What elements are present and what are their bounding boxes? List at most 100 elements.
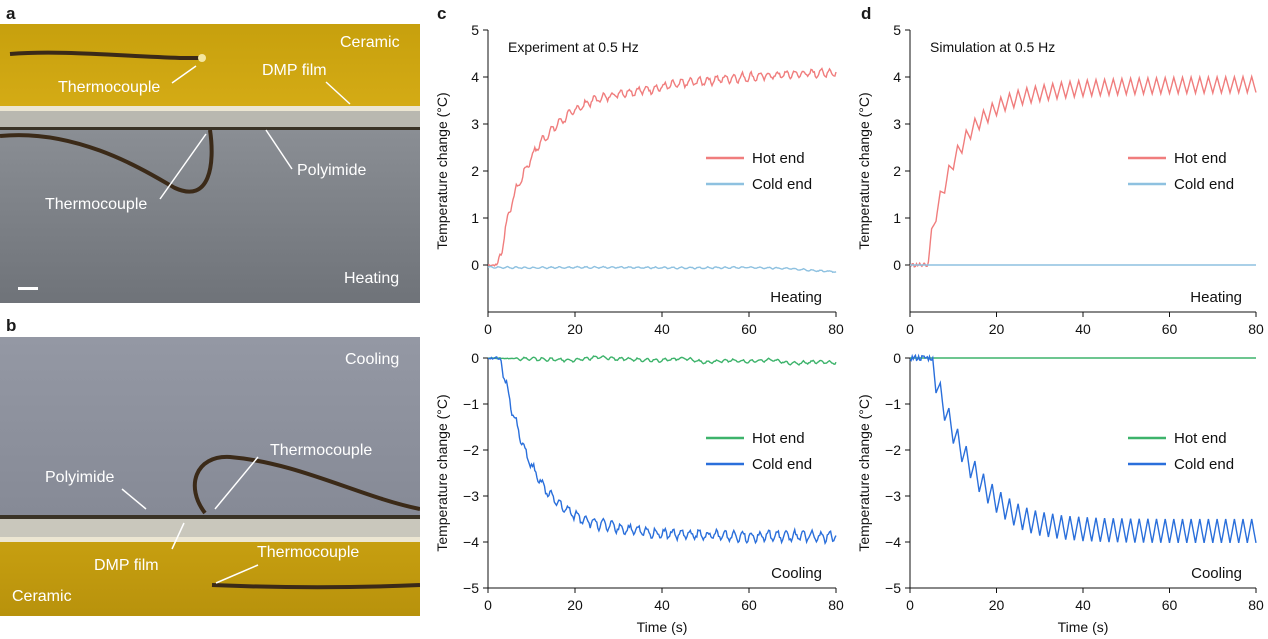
arrow-thermocouple-top: [214, 456, 259, 510]
chart-c-cooling: 0 −1 −2 −3 −4 −5 0 20 40 60 80 Temperature change (…: [434, 350, 844, 635]
thermocouple-wire-bottom: [211, 583, 420, 590]
series-line-cold-end: [487, 265, 837, 274]
y-axis-label: Temperature change (°C): [434, 92, 450, 249]
y-tick-label: 5: [471, 22, 479, 38]
y-tick-label: 4: [893, 69, 901, 85]
y-axis-label: Temperature change (°C): [856, 394, 872, 551]
x-tick-label: 40: [1075, 321, 1091, 337]
label-thermocouple-bottom: Thermocouple: [257, 544, 360, 561]
photo-b-cooling: Cooling Thermocouple Polyimide DMP film …: [0, 337, 420, 616]
mode-label: Cooling: [1191, 565, 1242, 582]
y-tick-label: −2: [463, 442, 479, 458]
y-tick-label: −4: [463, 534, 479, 550]
label-thermocouple-top: Thermocouple: [270, 442, 373, 459]
x-tick-label: 60: [741, 597, 757, 613]
x-tick-label: 60: [741, 321, 757, 337]
y-axis-label: Temperature change (°C): [856, 92, 872, 249]
arrow-thermocouple-bottom: [159, 133, 207, 200]
x-axis-label: Time (s): [637, 619, 688, 635]
ceramic-region: [0, 24, 420, 106]
gap-layer: [0, 111, 420, 127]
thermocouple-wire-bottom: [0, 129, 214, 194]
mode-label: Heating: [1190, 289, 1242, 306]
thermocouple-bead-top: [198, 54, 206, 62]
y-axis-label: Temperature change (°C): [434, 394, 450, 551]
y-tick-label: −3: [463, 488, 479, 504]
x-tick-label: 40: [654, 321, 670, 337]
mode-label: Cooling: [771, 565, 822, 582]
polyimide-layer: [0, 127, 420, 130]
thermocouple-wire-top: [9, 50, 200, 60]
x-tick-label: 0: [906, 597, 914, 613]
arrow-thermocouple-bottom: [215, 564, 259, 584]
y-tick-label: 3: [893, 116, 901, 132]
legend-label: Hot end: [752, 430, 805, 447]
label-ceramic: Ceramic: [12, 588, 72, 605]
x-tick-label: 0: [484, 321, 492, 337]
x-tick-label: 80: [1248, 321, 1264, 337]
y-tick-label: 2: [471, 163, 479, 179]
y-tick-label: −3: [885, 488, 901, 504]
arrow-dmp-film: [325, 81, 351, 105]
x-tick-label: 20: [567, 321, 583, 337]
arrow-thermocouple-top: [171, 65, 197, 84]
label-polyimide: Polyimide: [297, 162, 367, 179]
legend-label: Hot end: [1174, 430, 1227, 447]
y-tick-label: 0: [471, 257, 479, 273]
x-tick-label: 80: [828, 597, 844, 613]
arrow-polyimide: [265, 129, 293, 170]
y-tick-label: 0: [471, 350, 479, 366]
y-tick-label: 3: [471, 116, 479, 132]
gray-region: [0, 337, 420, 515]
legend-label: Cold end: [752, 456, 812, 473]
panel-letter-c: c: [437, 4, 447, 23]
panel-letter-a: a: [6, 4, 16, 23]
legend-label: Cold end: [1174, 456, 1234, 473]
chart-d-heating: 5 4 3 2 1 0 0 20 40 60 80 Temperature change (°C) Si…: [856, 22, 1264, 337]
x-tick-label: 80: [828, 321, 844, 337]
photo-b-illustration: [0, 337, 420, 616]
x-tick-label: 20: [989, 597, 1005, 613]
label-heating: Heating: [344, 270, 400, 287]
dmp-film-layer: [0, 106, 420, 111]
dmp-film-layer: [0, 537, 420, 542]
thermocouple-wire-top: [192, 454, 420, 515]
scale-bar: [18, 287, 38, 290]
x-tick-label: 60: [1162, 597, 1178, 613]
label-thermocouple-top: Thermocouple: [58, 79, 161, 96]
legend-label: Hot end: [1174, 150, 1227, 167]
label-ceramic: Ceramic: [340, 34, 400, 51]
panel-letter-d: d: [861, 4, 872, 23]
label-dmp-film: DMP film: [262, 62, 327, 79]
x-tick-label: 20: [567, 597, 583, 613]
chart-d-cooling: 0 −1 −2 −3 −4 −5 0 20 40 60 80 Temperature change (…: [856, 350, 1264, 635]
panel-letter-b: b: [6, 316, 17, 335]
y-tick-label: 5: [893, 22, 901, 38]
x-tick-label: 20: [989, 321, 1005, 337]
x-tick-label: 0: [484, 597, 492, 613]
y-tick-label: 0: [893, 350, 901, 366]
x-tick-label: 80: [1248, 597, 1264, 613]
photo-a-heating: Ceramic DMP film Thermocouple Polyimide …: [0, 24, 420, 303]
arrow-dmp-film: [171, 522, 185, 550]
x-tick-label: 60: [1162, 321, 1178, 337]
x-tick-label: 40: [1075, 597, 1091, 613]
label-cooling: Cooling: [345, 351, 400, 368]
y-tick-label: −5: [885, 580, 901, 596]
x-axis-label: Time (s): [1058, 619, 1109, 635]
mode-label: Heating: [770, 289, 822, 306]
x-tick-label: 40: [654, 597, 670, 613]
chart-c-heating: 5 4 3 2 1 0 0 20 40 60 80 Temperature change (°C) Ex…: [434, 22, 844, 337]
y-tick-label: 4: [471, 69, 479, 85]
y-tick-label: −1: [885, 396, 901, 412]
x-tick-label: 0: [906, 321, 914, 337]
y-tick-label: −4: [885, 534, 901, 550]
y-tick-label: 2: [893, 163, 901, 179]
series-line-hot-end: [909, 73, 1257, 268]
legend-label: Cold end: [1174, 176, 1234, 193]
y-tick-label: −5: [463, 580, 479, 596]
series-line-hot-end: [487, 67, 837, 267]
y-tick-label: 1: [471, 210, 479, 226]
chart-title: Simulation at 0.5 Hz: [930, 39, 1055, 55]
